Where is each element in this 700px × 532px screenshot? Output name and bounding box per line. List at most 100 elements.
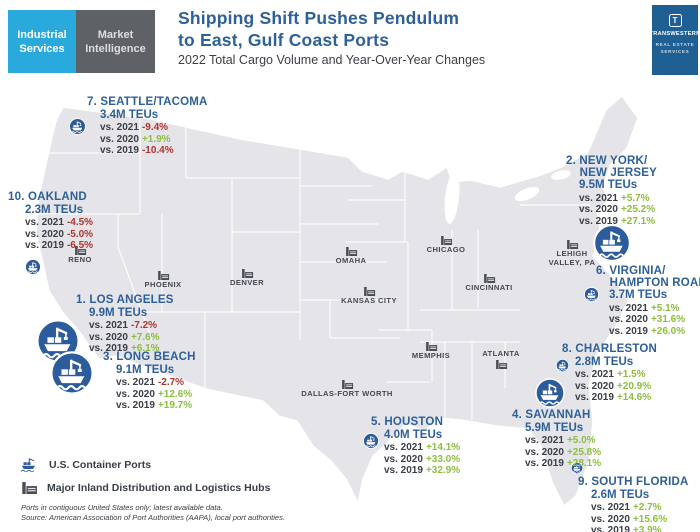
ship-icon <box>20 458 40 472</box>
yoy-value: +1.9% <box>141 133 171 145</box>
yoy-value: +7.6% <box>130 331 160 343</box>
port-virginia-hampton-roads: 6. VIRGINIA/ HAMPTON ROADS 3.7M TEUs vs.… <box>596 265 700 337</box>
transwestern-logo: T TRANSWESTERN REAL ESTATE SERVICES <box>649 5 700 75</box>
yoy-value: +12.6% <box>157 388 193 400</box>
port-name: 9. SOUTH FLORIDA <box>578 476 689 488</box>
hub-reno: RENO <box>25 246 135 265</box>
hub-omaha: OMAHA <box>296 247 406 266</box>
factory-icon <box>21 482 38 494</box>
factory-icon <box>345 247 358 256</box>
hub-memphis: MEMPHIS <box>376 342 486 361</box>
yoy-year: vs. 2021 <box>116 377 155 388</box>
yoy-year: vs. 2019 <box>591 525 630 532</box>
transwestern-name: TRANSWESTERN <box>649 31 700 37</box>
port-name: 10. OAKLAND <box>8 191 87 203</box>
port-teu: 2.8M TEUs <box>575 355 634 368</box>
yoy-year: vs. 2020 <box>384 453 423 465</box>
transwestern-t-icon: T <box>668 14 682 27</box>
yoy-value: -6.5% <box>66 240 94 252</box>
port-icon-savannah <box>535 378 565 408</box>
hub-kansas-city: KANSAS CITY <box>314 287 424 306</box>
port-name: 7. SEATTLE/TACOMA <box>87 96 208 108</box>
hub-dallas-fort-worth: DALLAS-FORT WORTH <box>292 380 402 399</box>
legend-label: U.S. Container Ports <box>49 459 152 471</box>
yoy-value: +3.9% <box>632 525 662 532</box>
factory-icon <box>341 380 354 389</box>
yoy-year: vs. 2019 <box>89 343 128 355</box>
port-name: 5. HOUSTON <box>371 416 444 428</box>
yoy-value: +5.0% <box>566 435 596 446</box>
yoy-value: +25.2% <box>620 204 656 216</box>
yoy-year: vs. 2020 <box>89 331 128 343</box>
yoy-year: vs. 2019 <box>575 392 614 404</box>
port-teu: 2.6M TEUs <box>591 488 650 501</box>
factory-icon <box>440 236 453 245</box>
yoy-year: vs. 2021 <box>100 122 139 133</box>
yoy-year: vs. 2020 <box>116 388 155 400</box>
yoy-value: -4.5% <box>66 217 94 228</box>
yoy-year: vs. 2020 <box>525 446 564 458</box>
yoy-value: -9.4% <box>141 122 169 133</box>
factory-icon <box>363 287 376 296</box>
hub-phoenix: PHOENIX <box>108 271 218 290</box>
yoy-year: vs. 2021 <box>89 320 128 331</box>
port-teu: 3.4M TEUs <box>100 108 159 121</box>
hub-chicago: CHICAGO <box>391 236 501 255</box>
port-los-angeles: 1. LOS ANGELES 9.9M TEUs vs. 2021 -7.2% v… <box>76 294 174 355</box>
yoy-value: +25.8% <box>566 446 602 458</box>
yoy-year: vs. 2019 <box>525 458 564 470</box>
port-teu: 9.9M TEUs <box>89 306 148 319</box>
hub-label: CINCINNATI <box>465 283 513 292</box>
hub-label: DENVER <box>229 278 265 287</box>
yoy-value: +5.7% <box>620 192 650 204</box>
hub-label: PHOENIX <box>144 280 182 289</box>
yoy-value: +33.0% <box>425 453 461 465</box>
hub-denver: DENVER <box>192 269 302 288</box>
state-borders <box>36 118 590 420</box>
footnote-source: Source: American Association of Port Aut… <box>21 512 286 522</box>
footnote-scope: Ports in contiguous United States only; … <box>21 503 223 512</box>
yoy-value: +5.1% <box>650 302 680 314</box>
port-savannah: 4. SAVANNAH 5.9M TEUs vs. 2021 +5.0% vs. … <box>512 409 602 470</box>
yoy-year: vs. 2020 <box>25 228 64 240</box>
port-name: 3. LONG BEACH <box>103 351 196 363</box>
factory-icon <box>241 269 254 278</box>
port-teu: 9.5M TEUs <box>579 179 638 191</box>
port-name: 1. LOS ANGELES <box>76 294 174 306</box>
port-teu: 3.7M TEUs <box>609 289 668 301</box>
yoy-year: vs. 2020 <box>579 204 618 216</box>
yoy-value: +19.7% <box>157 400 193 412</box>
hub-cincinnati: CINCINNATI <box>434 274 544 293</box>
yoy-value: +28.1% <box>566 458 602 470</box>
yoy-year: vs. 2020 <box>100 133 139 145</box>
yoy-value: -10.4% <box>141 145 174 157</box>
yoy-value: -5.0% <box>66 228 94 240</box>
legend-inland-hubs: Major Inland Distribution and Logistics … <box>21 482 270 494</box>
hub-label: KANSAS CITY <box>341 296 397 305</box>
port-houston: 5. HOUSTON 4.0M TEUs vs. 2021 +14.1% vs. … <box>371 416 461 477</box>
yoy-year: vs. 2021 <box>525 435 564 446</box>
factory-icon <box>483 274 496 283</box>
hub-atlanta: ATLANTA <box>446 349 556 370</box>
port-oakland: 10. OAKLAND 2.3M TEUs vs. 2021 -4.5% vs. … <box>8 191 94 252</box>
yoy-value: +2.7% <box>632 502 662 513</box>
yoy-year: vs. 2019 <box>609 325 648 337</box>
port-icon-seattle-tacoma <box>69 118 86 135</box>
factory-icon <box>495 360 508 369</box>
yoy-year: vs. 2021 <box>591 502 630 513</box>
hub-label: DALLAS-FORT WORTH <box>301 389 393 398</box>
yoy-year: vs. 2021 <box>25 217 64 228</box>
yoy-value: +15.6% <box>632 513 668 525</box>
port-teu: 9.1M TEUs <box>116 363 175 376</box>
port-name: 6. VIRGINIA/ HAMPTON ROADS <box>596 265 700 289</box>
port-charleston: 8. CHARLESTON 2.8M TEUs vs. 2021 +1.5% vs… <box>562 343 657 404</box>
great-lakes <box>444 161 571 224</box>
port-teu: 5.9M TEUs <box>525 421 584 434</box>
port-name: 2. NEW YORK/ NEW JERSEY <box>566 155 657 179</box>
legend-label: Major Inland Distribution and Logistics … <box>47 482 271 494</box>
factory-icon <box>425 342 438 351</box>
yoy-year: vs. 2019 <box>25 240 64 252</box>
hub-label: ATLANTA <box>482 349 520 358</box>
yoy-year: vs. 2021 <box>579 192 618 204</box>
